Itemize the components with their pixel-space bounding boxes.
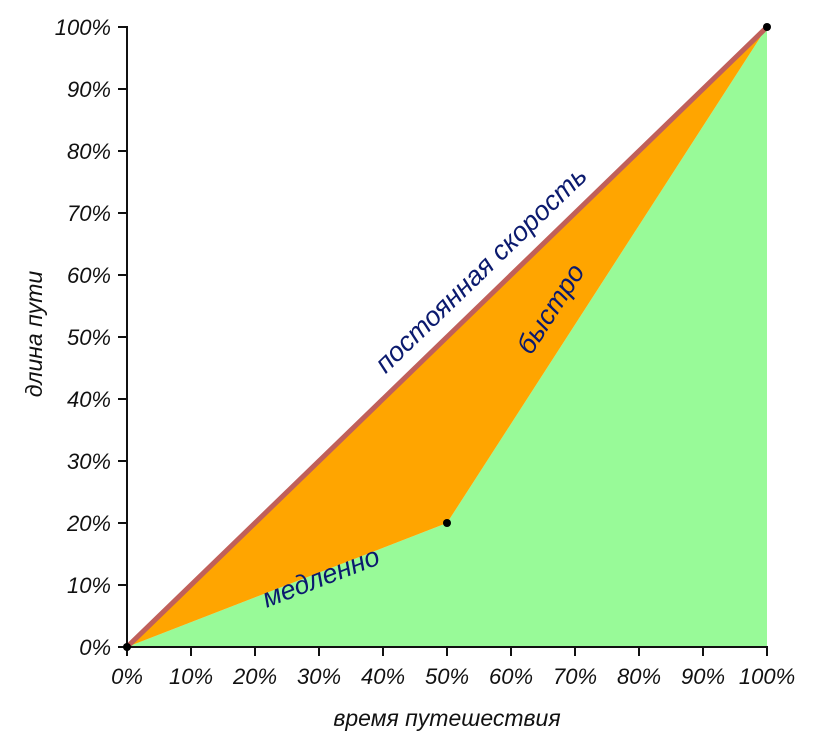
x-tick-label: 20% (232, 664, 277, 689)
x-tick-label: 60% (489, 664, 533, 689)
y-axis-title: длина пути (21, 271, 47, 398)
x-tick-label: 100% (739, 664, 795, 689)
y-tick-label: 10% (67, 573, 111, 598)
fast-area (127, 27, 767, 647)
x-tick-label: 80% (617, 664, 661, 689)
y-tick-label: 50% (67, 325, 111, 350)
data-markers (123, 23, 771, 651)
x-tick-label: 10% (169, 664, 213, 689)
y-tick-label: 60% (67, 263, 111, 288)
x-tick-label: 50% (425, 664, 469, 689)
y-tick-label: 70% (67, 201, 111, 226)
x-axis-title: время путешествия (333, 705, 560, 731)
data-point (123, 643, 131, 651)
y-tick-label: 100% (55, 15, 111, 40)
x-tick-label: 40% (361, 664, 405, 689)
constant-speed-line (124, 24, 770, 650)
y-tick-label: 20% (66, 511, 111, 536)
x-tick-label: 90% (681, 664, 725, 689)
x-tick-label: 70% (553, 664, 597, 689)
data-point (443, 519, 451, 527)
y-tick-label: 40% (67, 387, 111, 412)
data-point (763, 23, 771, 31)
x-tick-label: 0% (111, 664, 143, 689)
x-axis-ticks: 0% 10% 20% 30% 40% 50% 60% 70% 80% 90% 100% (111, 647, 795, 689)
y-axis-ticks: 0% 10% 20% 30% 40% 50% 60% 70% 80% 90% 100% (55, 15, 127, 660)
x-tick-label: 30% (297, 664, 341, 689)
y-tick-label: 90% (67, 77, 111, 102)
y-tick-label: 80% (67, 139, 111, 164)
y-tick-label: 30% (67, 449, 111, 474)
y-tick-label: 0% (79, 635, 111, 660)
